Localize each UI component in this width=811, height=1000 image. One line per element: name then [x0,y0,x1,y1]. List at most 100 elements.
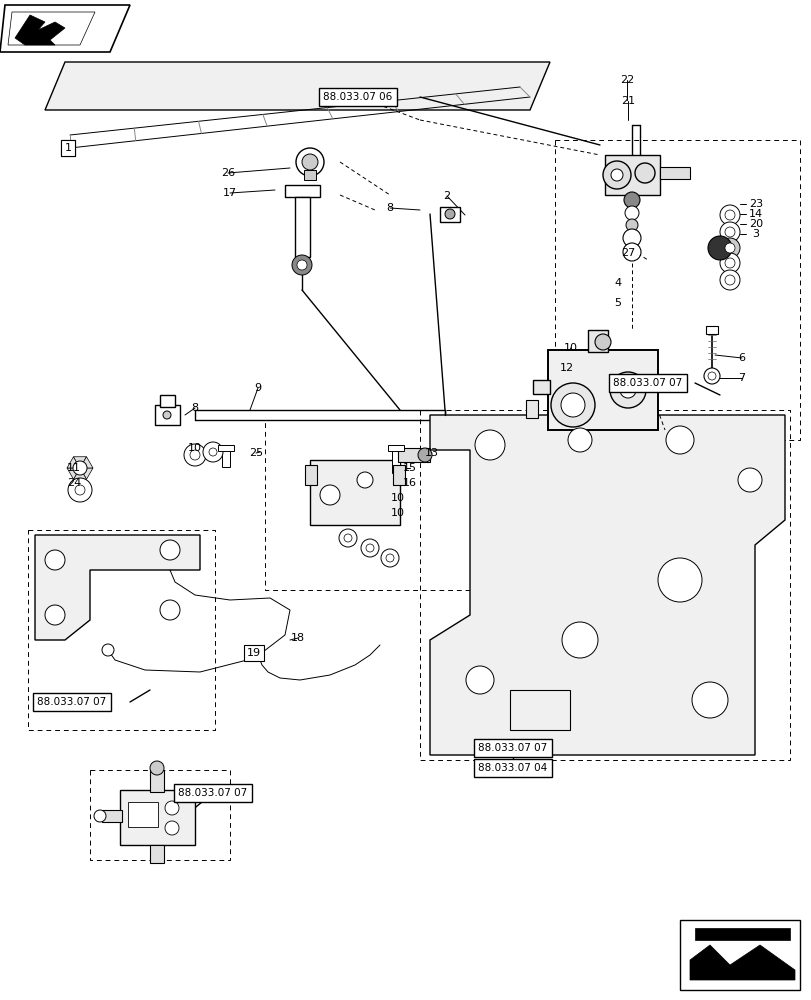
Text: 88.033.07 04: 88.033.07 04 [478,763,547,773]
Text: 88.033.07 07: 88.033.07 07 [612,378,682,388]
Bar [397,448,430,462]
Circle shape [561,622,597,658]
Text: 16: 16 [402,478,417,488]
Circle shape [719,238,739,258]
Polygon shape [35,535,200,640]
Text: 25: 25 [249,448,263,458]
Text: 6: 6 [737,353,744,363]
Circle shape [724,258,734,268]
Circle shape [724,227,734,237]
Text: 8: 8 [191,403,199,413]
Circle shape [292,255,311,275]
Circle shape [190,450,200,460]
Text: 18: 18 [290,633,305,643]
Bar [526,400,538,418]
Polygon shape [15,15,65,45]
Circle shape [163,411,171,419]
Circle shape [622,243,640,261]
Circle shape [444,209,454,219]
Circle shape [603,161,630,189]
Circle shape [624,206,638,220]
Text: 10: 10 [391,508,405,518]
Text: 13: 13 [424,448,439,458]
Text: 88.033.07 07: 88.033.07 07 [478,743,547,753]
Text: 88.033.07 07: 88.033.07 07 [37,697,106,707]
Bar [547,350,657,430]
Bar [155,405,180,425]
Polygon shape [430,415,784,755]
Bar [440,207,460,222]
Circle shape [165,801,178,815]
Circle shape [737,468,761,492]
Bar [160,395,175,407]
Bar [128,802,158,827]
Circle shape [361,539,379,557]
Circle shape [344,534,351,542]
Circle shape [150,761,164,775]
Circle shape [707,372,715,380]
Bar [604,155,659,195]
Circle shape [719,222,739,242]
Polygon shape [8,12,95,45]
Circle shape [160,600,180,620]
Bar [509,690,569,730]
Circle shape [68,478,92,502]
Text: 12: 12 [560,363,573,373]
Bar [393,465,405,485]
Circle shape [707,236,731,260]
Text: 11: 11 [67,463,81,473]
Bar [587,330,607,352]
Text: 20: 20 [748,219,762,229]
Bar [294,197,310,257]
Text: 15: 15 [402,463,417,473]
Polygon shape [689,945,794,980]
Polygon shape [74,468,87,479]
Text: 10: 10 [391,493,405,503]
Bar [102,810,122,822]
Text: 26: 26 [221,168,234,178]
Circle shape [719,205,739,225]
Text: 88.033.07 06: 88.033.07 06 [323,92,393,102]
Circle shape [302,154,318,170]
Circle shape [703,368,719,384]
Circle shape [474,430,504,460]
Circle shape [208,448,217,456]
Circle shape [320,485,340,505]
Text: 22: 22 [619,75,633,85]
Text: 17: 17 [223,188,237,198]
Text: 10: 10 [188,443,202,453]
Polygon shape [67,457,80,468]
Circle shape [45,550,65,570]
Circle shape [665,426,693,454]
Bar [310,460,400,525]
Text: 14: 14 [748,209,762,219]
Bar [217,445,234,451]
Bar [392,445,400,473]
Text: 4: 4 [614,278,620,288]
Text: 3: 3 [752,229,758,239]
Bar [679,920,799,990]
Circle shape [634,163,654,183]
Text: 8: 8 [386,203,393,213]
Circle shape [203,442,223,462]
Bar [659,167,689,179]
Circle shape [560,393,584,417]
Circle shape [366,544,374,552]
Circle shape [568,428,591,452]
Circle shape [594,334,610,350]
Circle shape [357,472,372,488]
Circle shape [165,821,178,835]
Bar [120,790,195,845]
Text: 19: 19 [247,648,261,658]
Circle shape [719,270,739,290]
Circle shape [466,666,493,694]
Text: 5: 5 [614,298,620,308]
Circle shape [45,605,65,625]
Bar [532,380,549,394]
Circle shape [380,549,398,567]
Circle shape [338,529,357,547]
Polygon shape [0,5,130,52]
Circle shape [551,383,594,427]
Circle shape [94,810,106,822]
Polygon shape [80,457,93,468]
